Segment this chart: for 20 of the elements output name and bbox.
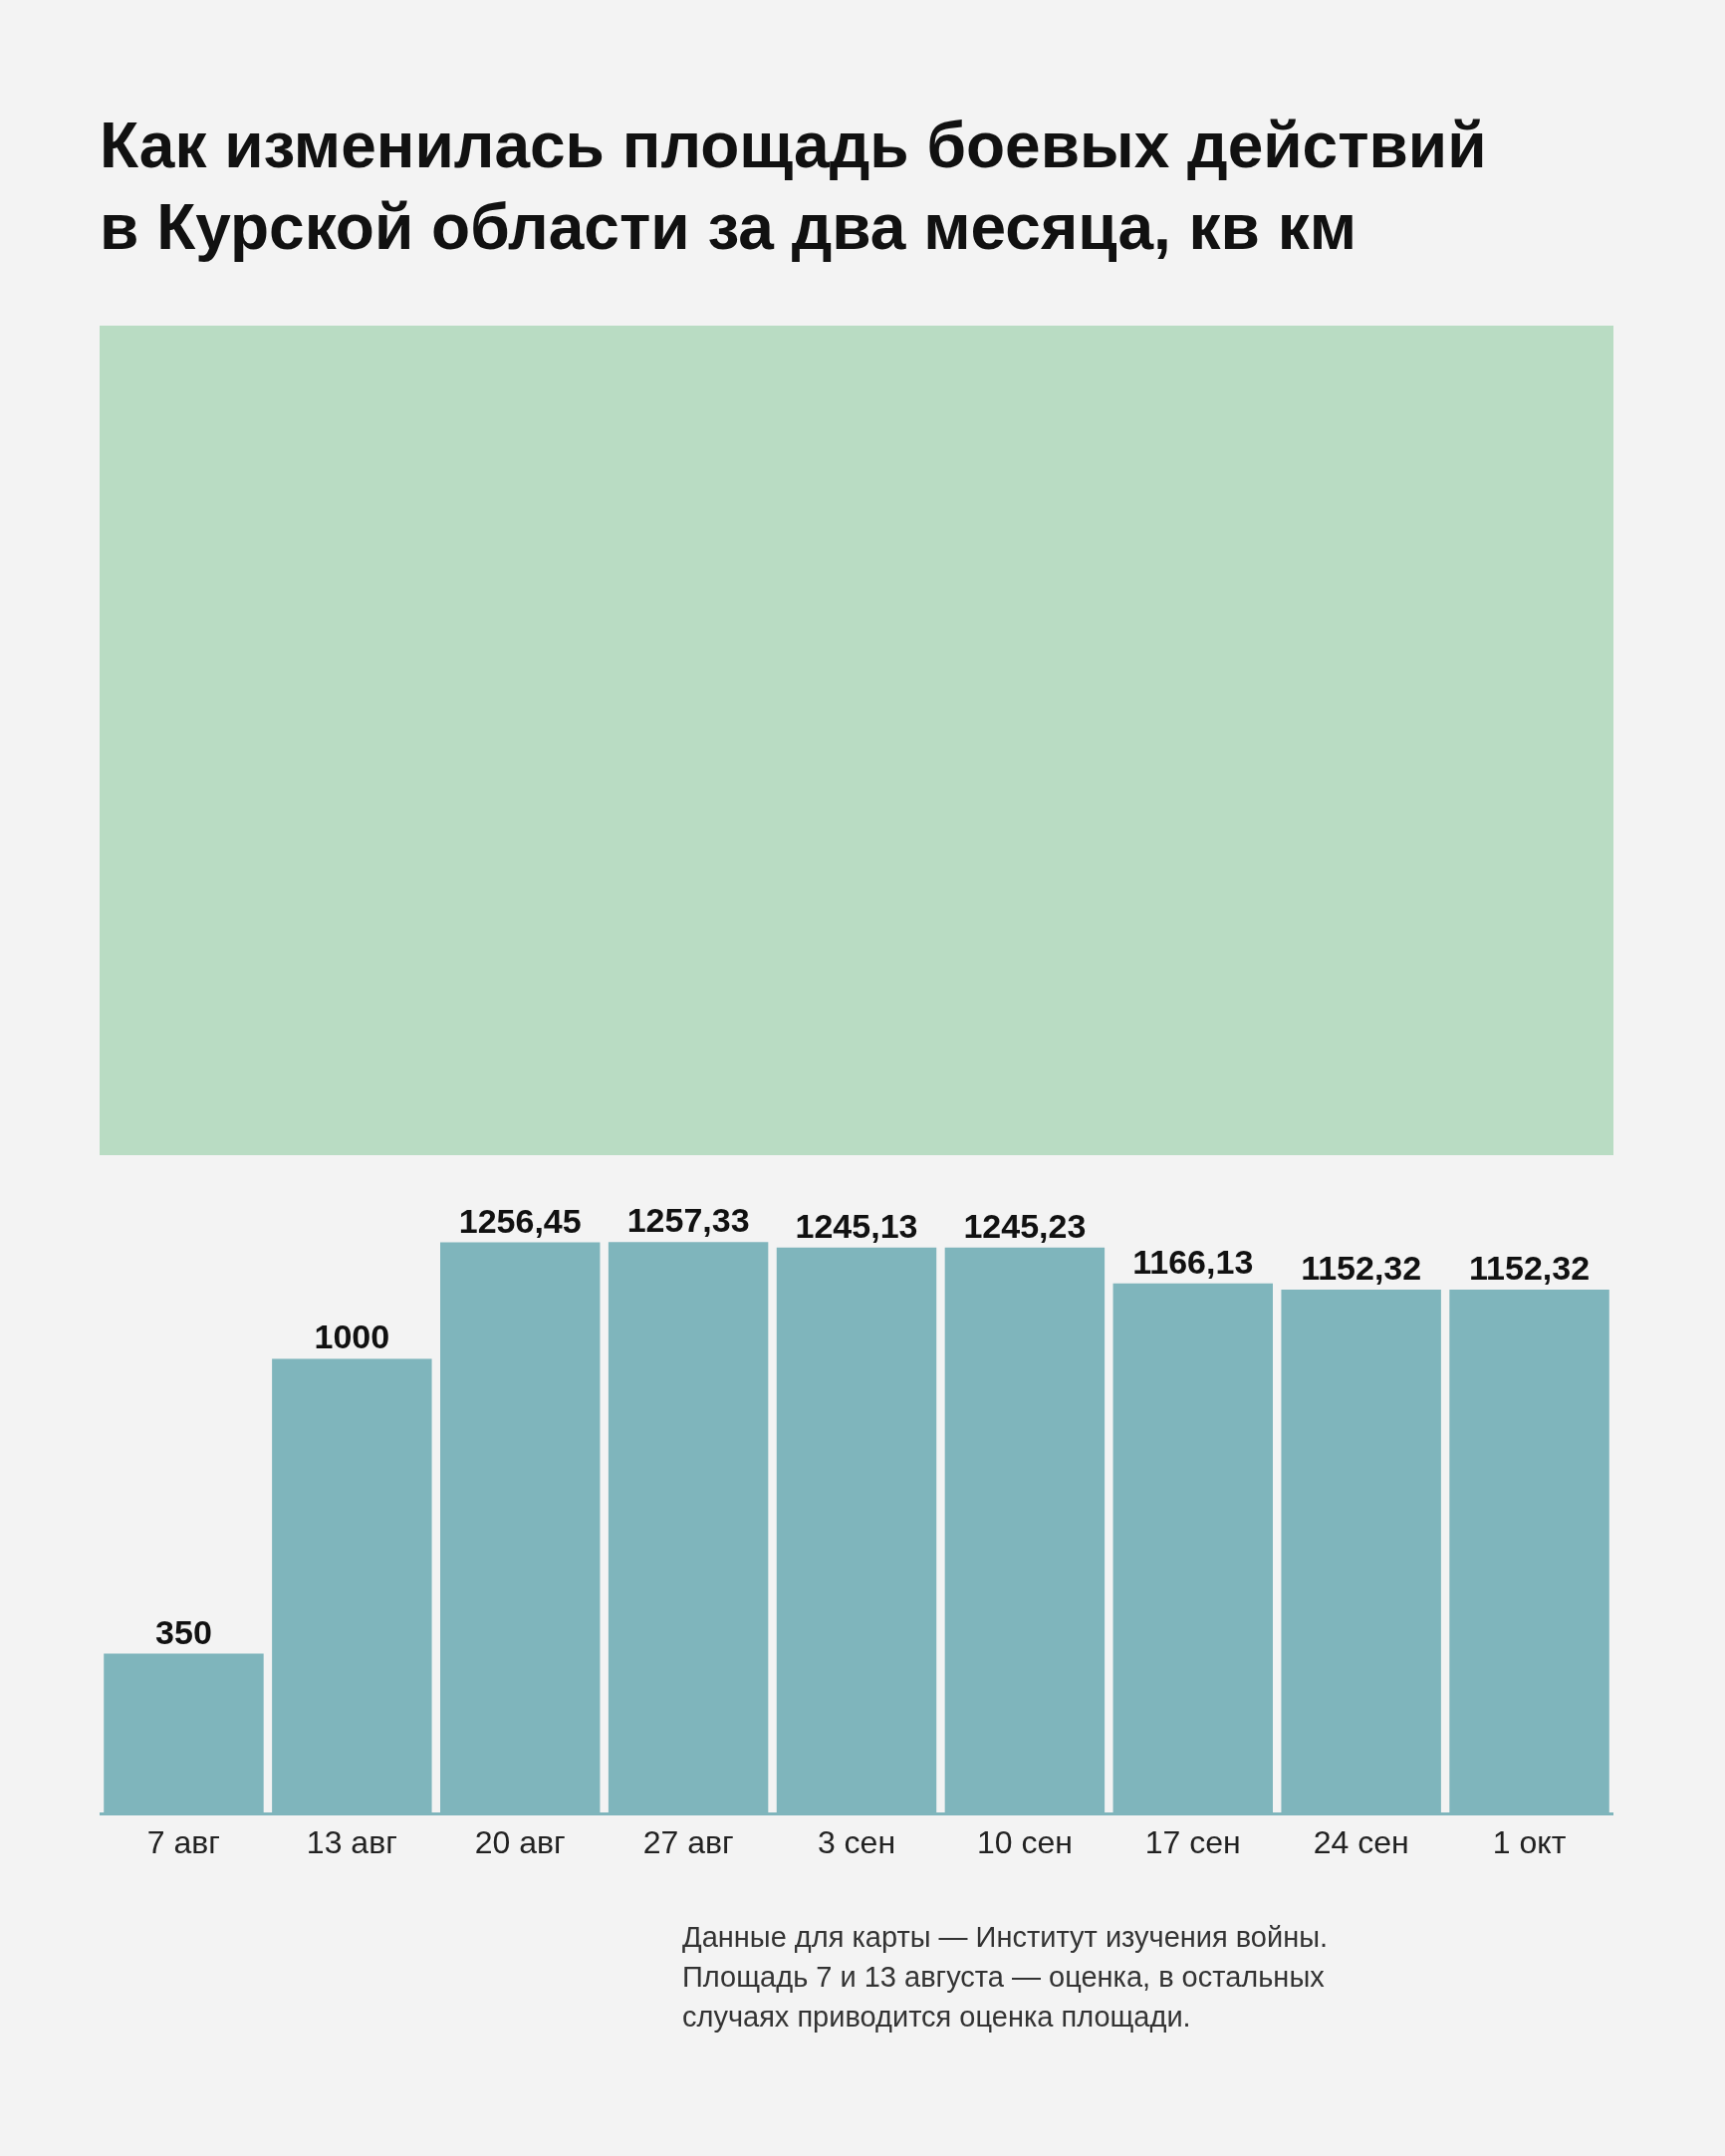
data-label: 1257,33 — [626, 1201, 750, 1240]
x-tick-label: 1 окт — [1492, 1824, 1567, 1861]
data-label: 1000 — [314, 1318, 390, 1356]
x-tick-label: 17 сен — [1144, 1824, 1241, 1861]
data-label: 1152,32 — [1301, 1249, 1422, 1288]
x-tick-label: 27 авг — [642, 1824, 734, 1861]
data-label: 1256,45 — [458, 1201, 582, 1240]
x-tick-label: 24 сен — [1313, 1824, 1409, 1861]
text: Данные для карты — Институт изучения войны. Площадь 7 и 13 августа — оценка, в остальных случаях приводится оценка площади. — [682, 1920, 1329, 2035]
data-label: 1152,32 — [1469, 1249, 1591, 1288]
data-label: 1245,23 — [963, 1206, 1087, 1245]
data-label: 1166,13 — [1132, 1242, 1254, 1281]
data-label: 1245,13 — [795, 1206, 918, 1245]
x-tick-label: 3 сен — [817, 1824, 896, 1861]
data-label: 350 — [155, 1612, 212, 1651]
x-tick-label: 13 авг — [306, 1824, 397, 1861]
chart-title: Как изменилась площадь боевых действий в Курской области за два месяца, кв км — [100, 109, 1487, 265]
x-tick-label: 10 сен — [976, 1824, 1073, 1861]
x-tick-label: 7 авг — [146, 1824, 221, 1861]
x-tick-label: 20 авг — [474, 1824, 566, 1861]
